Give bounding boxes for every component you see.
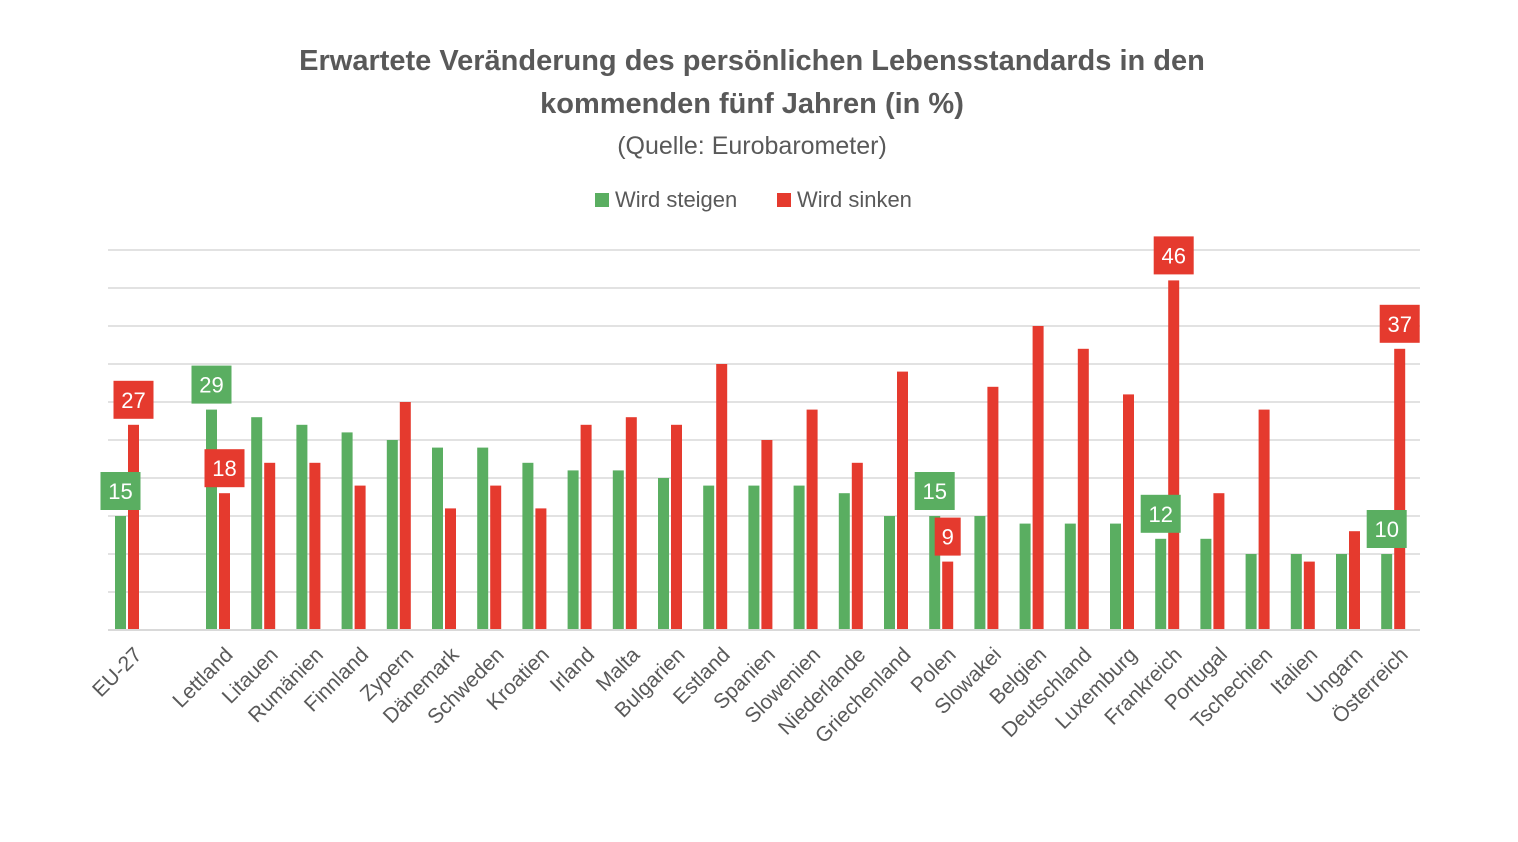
bar-fall-13 [716, 364, 728, 630]
data-labels: 15 27 29 18 15 9 12 46 10 37 [100, 236, 1420, 556]
x-axis-tick-labels: EU-27 LettlandLitauenRumänienFinnlandZype… [88, 643, 1413, 748]
bar-rise-23 [1155, 538, 1167, 630]
bar-rise-18 [929, 516, 941, 630]
bar-fall-19 [987, 386, 999, 630]
bar-fall-24 [1213, 493, 1225, 630]
bar-fall-26 [1303, 561, 1315, 630]
data-label: 10 [1374, 517, 1398, 542]
bar-rise-12 [658, 478, 669, 630]
bar-fall-4 [309, 462, 321, 630]
bar-fall-22 [1123, 394, 1134, 630]
data-label-box [1379, 304, 1420, 343]
bar-rise-2 [206, 409, 217, 630]
bar-rise-24 [1200, 538, 1212, 630]
bar-rise-22 [1110, 523, 1121, 630]
data-label-box [1140, 494, 1181, 533]
bar-fall-3 [264, 462, 276, 630]
data-label-box [191, 365, 232, 404]
chart-title-line1: Erwartete Veränderung des persönlichen L… [299, 45, 1205, 77]
bar-rise-4 [296, 424, 308, 630]
bar-rise-19 [974, 516, 986, 630]
bar-rise-27 [1336, 554, 1347, 630]
data-label-box [204, 449, 245, 488]
bar-rise-7 [432, 447, 443, 630]
bar-fall-8 [490, 485, 502, 630]
legend: Wird steigen Wird sinken [595, 187, 912, 212]
bar-rise-6 [386, 440, 398, 630]
data-label: 27 [121, 388, 145, 413]
data-label: 46 [1161, 243, 1185, 268]
bar-rise-20 [1019, 523, 1031, 630]
data-label: 29 [199, 373, 223, 398]
bar-fall-2 [219, 493, 230, 630]
bar-fall-9 [535, 508, 547, 630]
bar-rise-13 [703, 485, 715, 630]
data-label: 12 [1148, 502, 1172, 527]
data-label: 9 [942, 525, 954, 550]
bar-rise-5 [341, 432, 353, 630]
data-label: 37 [1387, 312, 1411, 337]
bar-rise-28 [1381, 554, 1393, 630]
bar-rise-26 [1290, 554, 1302, 630]
bar-fall-16 [851, 462, 863, 630]
bar-rise-8 [477, 447, 489, 630]
bar-fall-7 [445, 508, 456, 630]
bar-fall-28 [1394, 348, 1406, 630]
bar-fall-12 [671, 424, 682, 630]
bar-rise-9 [522, 462, 534, 630]
bar-rise-16 [838, 493, 850, 630]
bar-fall-5 [354, 485, 366, 630]
data-label-box [914, 472, 955, 510]
bar-rise-25 [1245, 554, 1257, 630]
x-tick-label: Irland [546, 643, 599, 696]
legend-swatch-rise [595, 193, 609, 207]
bar-rise-14 [748, 485, 760, 630]
data-label-box [1366, 510, 1407, 548]
legend-label-fall: Wird sinken [797, 187, 912, 212]
bar-rise-15 [793, 485, 805, 630]
chart-subtitle: (Quelle: Eurobarometer) [617, 132, 887, 160]
x-tick-label: EU-27 [88, 643, 146, 701]
bar-fall-25 [1258, 409, 1270, 630]
bar-rise-10 [567, 470, 579, 630]
data-label-box [1153, 236, 1194, 275]
bar-fall-18 [942, 561, 954, 630]
data-label: 15 [922, 479, 946, 504]
data-label: 18 [212, 456, 236, 481]
data-label-box [113, 380, 154, 419]
bar-fall-23 [1168, 280, 1180, 630]
bar-fall-17 [897, 371, 908, 630]
bar-rise-1 [115, 516, 126, 630]
bar-rise-21 [1064, 523, 1076, 630]
data-label: 15 [108, 479, 132, 504]
bar-fall-14 [761, 440, 773, 630]
bar-rise-3 [251, 417, 263, 630]
bars [115, 280, 1406, 630]
bar-fall-6 [399, 402, 411, 630]
legend-swatch-fall [777, 193, 791, 207]
bar-fall-21 [1077, 348, 1089, 630]
bar-fall-20 [1032, 326, 1044, 630]
data-label-box [934, 517, 961, 556]
chart-title-line2: kommenden fünf Jahren (in %) [540, 88, 964, 120]
bar-rise-11 [612, 470, 624, 630]
bar-fall-27 [1349, 531, 1360, 630]
legend-label-rise: Wird steigen [615, 187, 737, 212]
bar-fall-11 [625, 417, 637, 630]
bar-fall-1 [128, 424, 139, 630]
data-label-box [100, 472, 141, 510]
bar-fall-10 [580, 424, 592, 630]
bar-rise-17 [884, 516, 895, 630]
bar-fall-15 [806, 409, 818, 630]
